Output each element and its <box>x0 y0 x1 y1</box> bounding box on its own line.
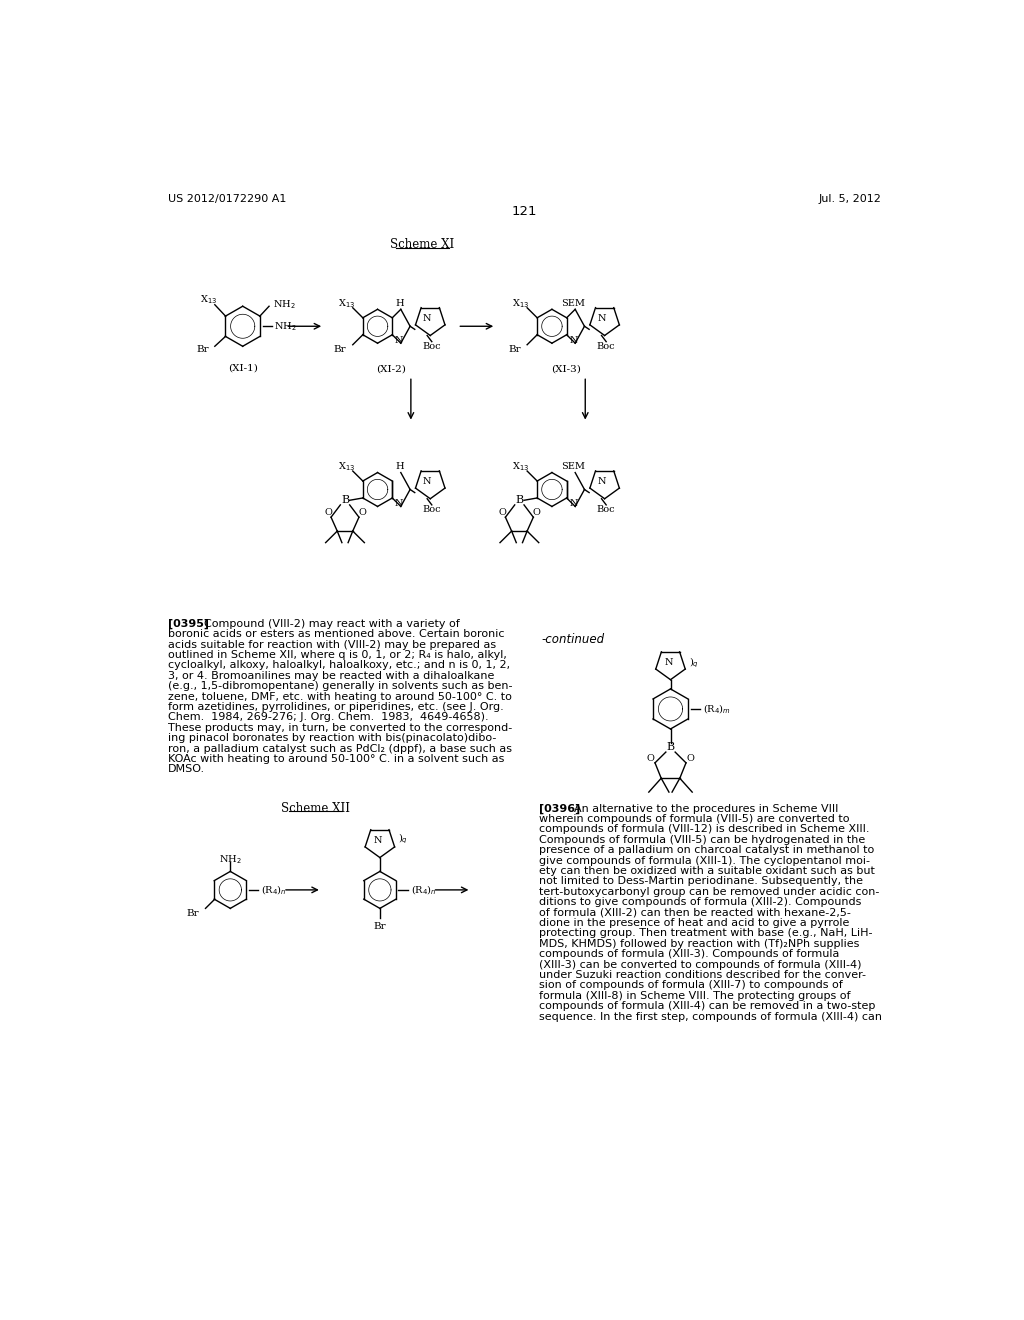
Text: (XI-2): (XI-2) <box>377 364 407 374</box>
Text: cycloalkyl, alkoxy, haloalkyl, haloalkoxy, etc.; and n is 0, 1, 2,: cycloalkyl, alkoxy, haloalkyl, haloalkox… <box>168 660 510 671</box>
Text: tert-butoxycarbonyl group can be removed under acidic con-: tert-butoxycarbonyl group can be removed… <box>539 887 880 896</box>
Text: protecting group. Then treatment with base (e.g., NaH, LiH-: protecting group. Then treatment with ba… <box>539 928 872 939</box>
Text: O: O <box>358 508 366 517</box>
Text: O: O <box>532 508 541 517</box>
Text: NH$_2$: NH$_2$ <box>274 319 297 333</box>
Text: Br: Br <box>196 345 209 354</box>
Text: [0396]: [0396] <box>539 804 580 814</box>
Text: O: O <box>499 508 506 517</box>
Text: 121: 121 <box>512 205 538 218</box>
Text: SEM: SEM <box>561 462 586 471</box>
Text: SEM: SEM <box>561 298 586 308</box>
Text: Compounds of formula (VIII-5) can be hydrogenated in the: Compounds of formula (VIII-5) can be hyd… <box>539 834 865 845</box>
Text: B: B <box>515 495 523 506</box>
Text: DMSO.: DMSO. <box>168 764 206 775</box>
Text: Chem.  1984, 269-276; J. Org. Chem.  1983,  4649-4658).: Chem. 1984, 269-276; J. Org. Chem. 1983,… <box>168 713 488 722</box>
Text: Boc: Boc <box>597 506 615 513</box>
Text: N: N <box>423 314 431 323</box>
Text: O: O <box>324 508 332 517</box>
Text: (XI-1): (XI-1) <box>227 363 258 372</box>
Text: NH$_2$: NH$_2$ <box>273 298 296 312</box>
Text: give compounds of formula (XIII-1). The cyclopentanol moi-: give compounds of formula (XIII-1). The … <box>539 855 869 866</box>
Text: form azetidines, pyrrolidines, or piperidines, etc. (see J. Org.: form azetidines, pyrrolidines, or piperi… <box>168 702 504 711</box>
Text: (e.g., 1,5-dibromopentane) generally in solvents such as ben-: (e.g., 1,5-dibromopentane) generally in … <box>168 681 513 692</box>
Text: H: H <box>395 462 403 471</box>
Text: )$_q$: )$_q$ <box>398 832 409 846</box>
Text: not limited to Dess-Martin periodinane. Subsequently, the: not limited to Dess-Martin periodinane. … <box>539 876 863 887</box>
Text: -continued: -continued <box>541 632 604 645</box>
Text: outlined in Scheme XII, where q is 0, 1, or 2; R₄ is halo, alkyl,: outlined in Scheme XII, where q is 0, 1,… <box>168 649 507 660</box>
Text: wherein compounds of formula (VIII-5) are converted to: wherein compounds of formula (VIII-5) ar… <box>539 814 849 824</box>
Text: dione in the presence of heat and acid to give a pyrrole: dione in the presence of heat and acid t… <box>539 917 849 928</box>
Text: [0395]: [0395] <box>168 619 209 630</box>
Text: Br: Br <box>374 923 386 931</box>
Text: Scheme XII: Scheme XII <box>281 803 350 816</box>
Text: An alternative to the procedures in Scheme VIII: An alternative to the procedures in Sche… <box>567 804 839 813</box>
Text: MDS, KHMDS) followed by reaction with (Tf)₂NPh supplies: MDS, KHMDS) followed by reaction with (T… <box>539 939 859 949</box>
Text: These products may, in turn, be converted to the correspond-: These products may, in turn, be converte… <box>168 723 513 733</box>
Text: (XI-3): (XI-3) <box>551 364 581 374</box>
Text: ing pinacol boronates by reaction with bis(pinacolato)dibo-: ing pinacol boronates by reaction with b… <box>168 733 497 743</box>
Text: X$_{13}$: X$_{13}$ <box>512 459 529 473</box>
Text: sequence. In the first step, compounds of formula (XIII-4) can: sequence. In the first step, compounds o… <box>539 1011 882 1022</box>
Text: KOAc with heating to around 50-100° C. in a solvent such as: KOAc with heating to around 50-100° C. i… <box>168 754 505 764</box>
Text: B: B <box>667 742 675 752</box>
Text: NH$_2$: NH$_2$ <box>219 853 242 866</box>
Text: US 2012/0172290 A1: US 2012/0172290 A1 <box>168 194 287 203</box>
Text: formula (XIII-8) in Scheme VIII. The protecting groups of: formula (XIII-8) in Scheme VIII. The pro… <box>539 991 850 1001</box>
Text: Br: Br <box>186 908 200 917</box>
Text: (R$_4$)$_n$: (R$_4$)$_n$ <box>411 883 436 896</box>
Text: acids suitable for reaction with (VIII-2) may be prepared as: acids suitable for reaction with (VIII-2… <box>168 640 497 649</box>
Text: Boc: Boc <box>423 342 441 351</box>
Text: 3, or 4. Bromoanilines may be reacted with a dihaloalkane: 3, or 4. Bromoanilines may be reacted wi… <box>168 671 495 681</box>
Text: O: O <box>646 754 654 763</box>
Text: Br: Br <box>334 345 346 354</box>
Text: N: N <box>395 499 403 508</box>
Text: H: H <box>395 298 403 308</box>
Text: Scheme XI: Scheme XI <box>390 239 455 252</box>
Text: B: B <box>341 495 349 506</box>
Text: presence of a palladium on charcoal catalyst in methanol to: presence of a palladium on charcoal cata… <box>539 845 874 855</box>
Text: (R$_4$)$_n$: (R$_4$)$_n$ <box>261 883 287 896</box>
Text: under Suzuki reaction conditions described for the conver-: under Suzuki reaction conditions describ… <box>539 970 865 979</box>
Text: boronic acids or esters as mentioned above. Certain boronic: boronic acids or esters as mentioned abo… <box>168 630 505 639</box>
Text: Compound (VIII-2) may react with a variety of: Compound (VIII-2) may react with a varie… <box>197 619 460 628</box>
Text: )$_q$: )$_q$ <box>689 656 699 671</box>
Text: (XIII-3) can be converted to compounds of formula (XIII-4): (XIII-3) can be converted to compounds o… <box>539 960 861 970</box>
Text: N: N <box>423 478 431 486</box>
Text: N: N <box>597 314 606 323</box>
Text: N: N <box>665 659 673 667</box>
Text: Jul. 5, 2012: Jul. 5, 2012 <box>818 194 882 203</box>
Text: Boc: Boc <box>423 506 441 513</box>
Text: N: N <box>374 836 383 845</box>
Text: X$_{13}$: X$_{13}$ <box>338 297 355 310</box>
Text: sion of compounds of formula (XIII-7) to compounds of: sion of compounds of formula (XIII-7) to… <box>539 981 843 990</box>
Text: of formula (XIII-2) can then be reacted with hexane-2,5-: of formula (XIII-2) can then be reacted … <box>539 908 851 917</box>
Text: compounds of formula (VIII-12) is described in Scheme XIII.: compounds of formula (VIII-12) is descri… <box>539 825 869 834</box>
Text: N: N <box>597 478 606 486</box>
Text: compounds of formula (XIII-3). Compounds of formula: compounds of formula (XIII-3). Compounds… <box>539 949 839 960</box>
Text: Br: Br <box>508 345 521 354</box>
Text: X$_{13}$: X$_{13}$ <box>200 293 217 306</box>
Text: compounds of formula (XIII-4) can be removed in a two-step: compounds of formula (XIII-4) can be rem… <box>539 1001 876 1011</box>
Text: (R$_4$)$_m$: (R$_4$)$_m$ <box>703 702 731 715</box>
Text: ditions to give compounds of formula (XIII-2). Compounds: ditions to give compounds of formula (XI… <box>539 898 861 907</box>
Text: O: O <box>687 754 694 763</box>
Text: Boc: Boc <box>597 342 615 351</box>
Text: zene, toluene, DMF, etc. with heating to around 50-100° C. to: zene, toluene, DMF, etc. with heating to… <box>168 692 512 702</box>
Text: N: N <box>569 335 578 345</box>
Text: ety can then be oxidized with a suitable oxidant such as but: ety can then be oxidized with a suitable… <box>539 866 874 876</box>
Text: N: N <box>395 335 403 345</box>
Text: X$_{13}$: X$_{13}$ <box>338 459 355 473</box>
Text: N: N <box>569 499 578 508</box>
Text: ron, a palladium catalyst such as PdCl₂ (dppf), a base such as: ron, a palladium catalyst such as PdCl₂ … <box>168 743 512 754</box>
Text: X$_{13}$: X$_{13}$ <box>512 297 529 310</box>
